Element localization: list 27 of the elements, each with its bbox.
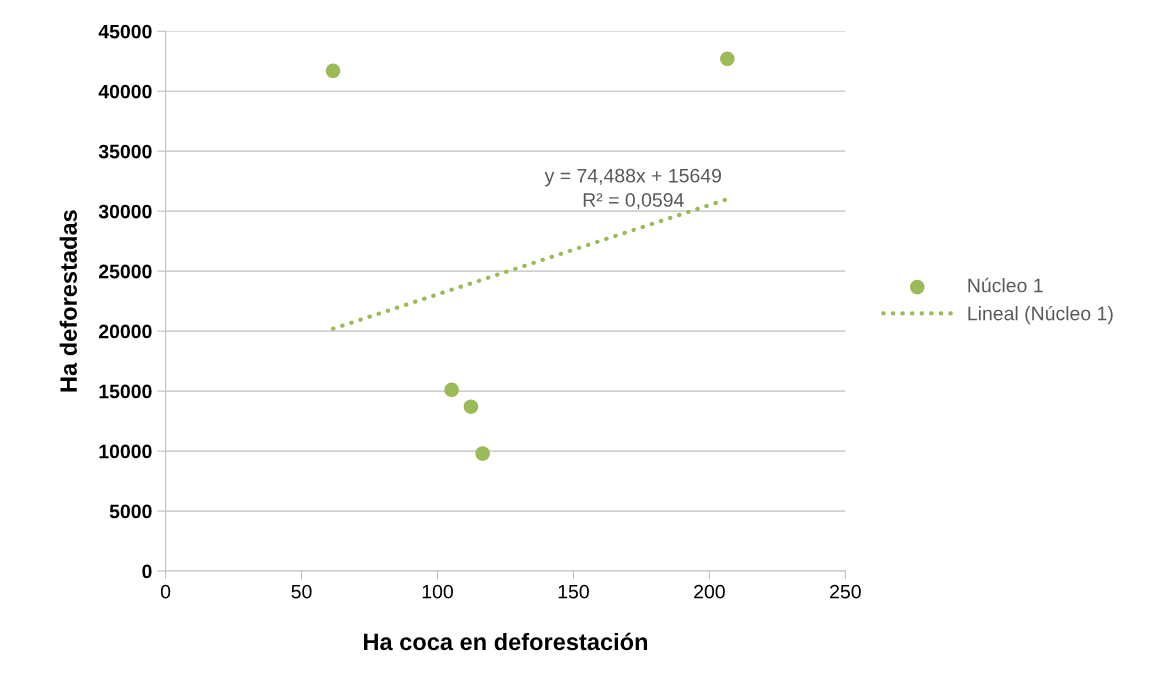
x-tick-label: 200 bbox=[694, 584, 725, 599]
y-tick-label: 20000 bbox=[98, 324, 152, 339]
legend-label: Núcleo 1 bbox=[968, 277, 1043, 293]
y-tick-label: 5000 bbox=[109, 504, 152, 519]
y-tick-label: 0 bbox=[142, 564, 152, 579]
y-tick-label: 15000 bbox=[99, 384, 152, 399]
y-tick-label: 30000 bbox=[98, 204, 152, 219]
point bbox=[325, 63, 341, 79]
y-axis-title: Ha deforestadas bbox=[59, 210, 77, 392]
x-tick-label: 100 bbox=[422, 584, 453, 599]
x-tick-label: 250 bbox=[830, 584, 861, 599]
y-tick-label: 45000 bbox=[98, 24, 152, 39]
point bbox=[463, 399, 479, 414]
x-tick-label: 150 bbox=[558, 584, 589, 599]
y-tick-label: 25000 bbox=[98, 264, 152, 279]
y-tick-label: 35000 bbox=[98, 144, 152, 159]
point bbox=[475, 446, 490, 461]
legend-label: Lineal (Núcleo 1) bbox=[968, 305, 1113, 325]
annotation: y = 74,488x + 15649 bbox=[544, 168, 721, 187]
x-axis-title: Ha coca en deforestación bbox=[364, 632, 648, 651]
annotation: R² = 0,0594 bbox=[583, 193, 684, 210]
y-tick-label: 40000 bbox=[98, 84, 152, 99]
point bbox=[720, 51, 735, 67]
x-tick-label: 0 bbox=[160, 584, 171, 599]
x-tick-label: 50 bbox=[291, 584, 312, 599]
y-tick-label: 10000 bbox=[99, 444, 152, 459]
point bbox=[444, 382, 459, 398]
